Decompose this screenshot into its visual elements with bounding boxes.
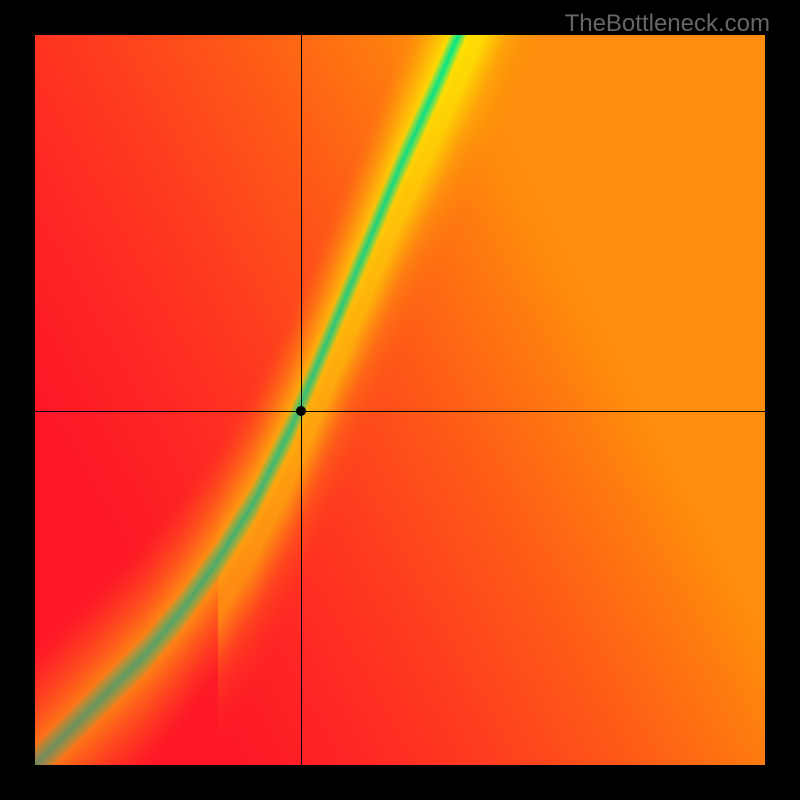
crosshair-vertical <box>301 35 302 765</box>
plot-area <box>35 35 765 765</box>
crosshair-horizontal <box>35 411 765 412</box>
heatmap-canvas <box>35 35 765 765</box>
watermark-text: TheBottleneck.com <box>565 10 770 38</box>
marker-point <box>296 406 306 416</box>
